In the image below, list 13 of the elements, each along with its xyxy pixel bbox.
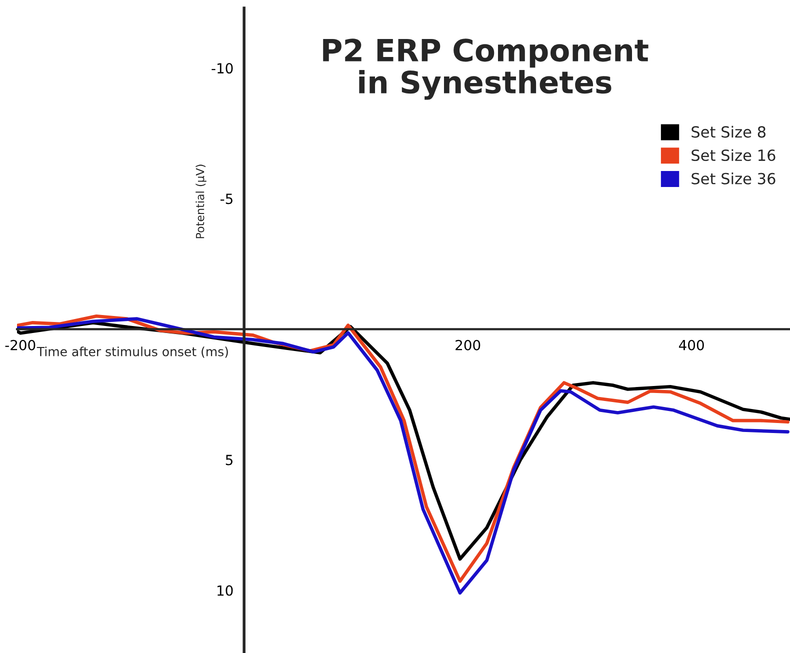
- text: P2 ERP Component in Synesthetes: [323, 38, 648, 100]
- y-tick-label: -10: [212, 63, 233, 74]
- legend-label: Set Size 16: [692, 149, 776, 162]
- y-axis-title: Potential (µV): [196, 164, 206, 238]
- y-tick-label: -5: [220, 194, 232, 204]
- legend-label: Set Size 36: [692, 172, 776, 184]
- y-tick-label: 5: [226, 454, 232, 466]
- x-tick-label: 400: [678, 340, 704, 350]
- legend-label: Set Size 8: [692, 126, 766, 138]
- x-axis-title: Time after stimulus onset (ms): [36, 346, 228, 358]
- x-tick-label: 200: [456, 340, 480, 350]
- y-tick-label: 10: [218, 585, 233, 596]
- x-tick-label: -200: [5, 340, 36, 350]
